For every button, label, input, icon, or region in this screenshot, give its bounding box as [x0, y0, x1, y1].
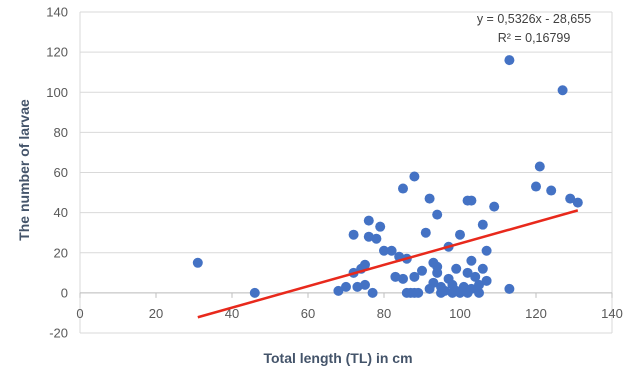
data-point — [413, 287, 424, 298]
data-point — [432, 209, 443, 220]
x-tick-label: 60 — [301, 306, 315, 321]
data-point — [428, 277, 439, 288]
data-point — [557, 85, 568, 96]
data-point — [534, 161, 545, 172]
x-tick-label: 100 — [449, 306, 471, 321]
x-tick-label: 0 — [76, 306, 83, 321]
trendline-equation: y = 0,5326x - 28,655 — [477, 12, 591, 26]
data-point — [409, 271, 420, 282]
data-point — [409, 171, 420, 182]
y-tick-label: 100 — [46, 85, 68, 100]
y-axis-ticks: -20 0 20 40 60 80 100 120 140 — [46, 5, 68, 341]
data-points — [192, 55, 583, 298]
y-tick-label: 40 — [54, 205, 68, 220]
y-tick-label: -20 — [49, 326, 68, 341]
data-point — [504, 283, 515, 294]
x-tick-label: 140 — [601, 306, 623, 321]
data-point — [192, 257, 203, 268]
data-point — [420, 227, 431, 238]
data-point — [371, 233, 382, 244]
data-point — [477, 263, 488, 274]
y-tick-label: 80 — [54, 125, 68, 140]
x-tick-label: 20 — [149, 306, 163, 321]
data-point — [363, 215, 374, 226]
data-point — [531, 181, 541, 192]
data-point — [474, 287, 484, 298]
gridlines — [79, 11, 613, 334]
data-point — [386, 245, 397, 256]
data-point — [398, 273, 408, 284]
data-point — [375, 221, 386, 232]
trendline — [197, 209, 579, 319]
data-point — [341, 281, 351, 292]
data-point — [390, 271, 401, 282]
data-point — [360, 279, 370, 290]
data-point — [432, 267, 443, 278]
trendline-r2: R² = 0,16799 — [498, 31, 571, 45]
x-tick-label: 80 — [377, 306, 391, 321]
data-point — [455, 229, 465, 240]
x-axis-title: Total length (TL) in cm — [263, 350, 412, 366]
data-point — [348, 229, 359, 240]
data-point — [474, 279, 484, 290]
data-point — [481, 275, 492, 286]
data-point — [481, 245, 492, 256]
data-point — [466, 195, 477, 206]
data-point — [352, 281, 363, 292]
data-point — [363, 231, 374, 242]
x-axis-ticks: 0 20 40 60 80 100 120 140 — [76, 292, 623, 321]
y-tick-label: 120 — [46, 45, 68, 60]
x-tick-label: 120 — [525, 306, 547, 321]
data-point — [466, 283, 477, 294]
y-axis-title: The number of larvae — [16, 99, 32, 241]
data-point — [424, 193, 435, 204]
y-tick-label: 20 — [54, 245, 68, 260]
data-point — [360, 259, 370, 270]
y-tick-label: 60 — [54, 165, 68, 180]
data-point — [489, 201, 500, 212]
data-point — [439, 285, 450, 296]
data-point — [546, 185, 557, 196]
y-tick-label: 0 — [61, 285, 68, 300]
data-point — [462, 267, 473, 278]
data-point — [398, 183, 408, 194]
data-point — [477, 219, 488, 230]
data-point — [470, 271, 481, 282]
data-point — [249, 287, 260, 298]
data-point — [333, 285, 344, 296]
data-point — [379, 245, 389, 256]
data-point — [417, 265, 427, 276]
data-point — [565, 193, 576, 204]
data-point — [451, 263, 462, 274]
data-point — [504, 55, 515, 66]
data-point — [572, 197, 583, 208]
y-tick-label: 140 — [46, 5, 68, 20]
data-point — [466, 255, 477, 266]
data-point — [367, 287, 378, 298]
